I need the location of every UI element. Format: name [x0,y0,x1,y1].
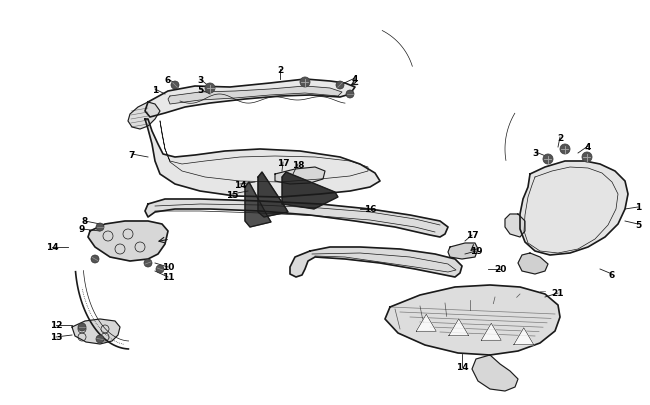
Text: 8: 8 [82,217,88,226]
Circle shape [560,145,570,155]
Polygon shape [505,215,525,237]
Text: 20: 20 [494,265,506,274]
Polygon shape [88,222,168,261]
Text: 5: 5 [197,85,203,94]
Text: 4: 4 [352,74,358,83]
Polygon shape [481,324,501,341]
Polygon shape [448,243,478,259]
Text: 11: 11 [162,273,174,282]
Text: 21: 21 [552,289,564,298]
Text: 19: 19 [470,247,482,256]
Polygon shape [385,285,560,355]
Polygon shape [514,328,534,345]
Text: 7: 7 [129,150,135,159]
Text: 2: 2 [277,65,283,74]
Polygon shape [145,80,355,118]
Polygon shape [168,87,342,105]
Polygon shape [518,254,548,274]
Polygon shape [520,162,628,256]
Circle shape [96,335,104,343]
Circle shape [582,153,592,162]
Polygon shape [145,200,448,237]
Text: 4: 4 [585,142,592,151]
Circle shape [205,84,215,94]
Circle shape [78,323,86,331]
Circle shape [96,224,104,231]
Text: 18: 18 [292,160,304,169]
Polygon shape [145,120,380,198]
Text: 9: 9 [79,225,85,234]
Text: 14: 14 [46,243,58,252]
Polygon shape [258,173,288,217]
Text: 14: 14 [234,180,246,189]
Circle shape [543,155,553,164]
Text: 6: 6 [609,270,615,279]
Circle shape [144,259,152,267]
Polygon shape [275,168,325,185]
Polygon shape [245,183,271,228]
Text: 2: 2 [557,133,563,142]
Polygon shape [290,247,462,277]
Text: 17: 17 [277,158,289,167]
Circle shape [171,82,179,90]
Text: 14: 14 [456,362,468,371]
Polygon shape [416,314,436,331]
Text: 6: 6 [165,75,171,84]
Text: 1: 1 [635,203,641,212]
Text: 16: 16 [364,205,376,214]
Circle shape [91,256,99,263]
Polygon shape [72,319,120,344]
Text: 10: 10 [162,263,174,272]
Circle shape [300,78,310,88]
Circle shape [346,91,354,99]
Text: 15: 15 [226,190,239,199]
Text: 12: 12 [50,321,62,330]
Text: 3: 3 [533,148,539,157]
Text: 1: 1 [152,85,158,94]
Text: 5: 5 [635,220,641,229]
Polygon shape [128,103,160,130]
Polygon shape [448,319,469,336]
Text: 17: 17 [465,231,478,240]
Text: 13: 13 [50,333,62,342]
Circle shape [156,265,164,273]
Text: 3: 3 [197,75,203,84]
Circle shape [336,82,344,90]
Polygon shape [472,355,518,391]
Polygon shape [282,173,338,209]
